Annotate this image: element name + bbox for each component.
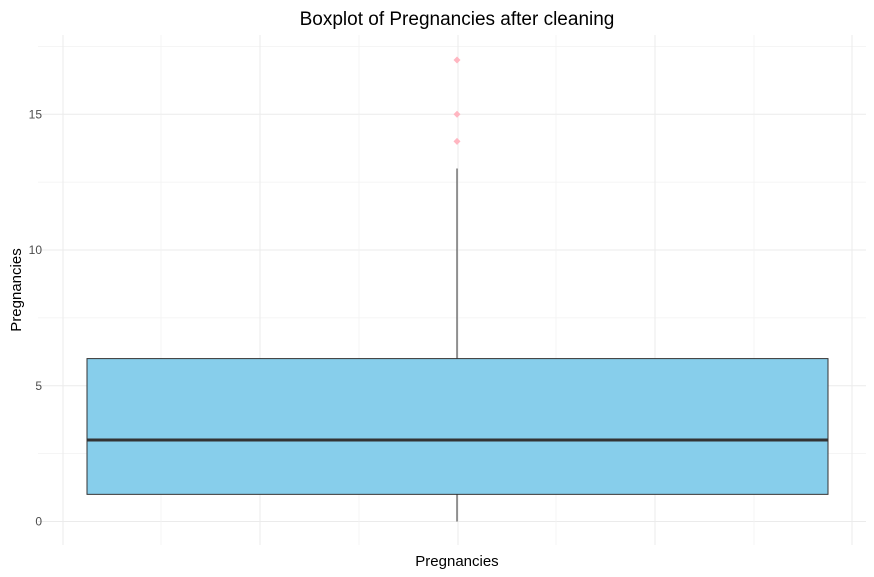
- y-tick-label: 10: [29, 243, 43, 257]
- y-axis-ticks: 0 5 10 15: [29, 107, 43, 528]
- x-axis-title: Pregnancies: [415, 553, 498, 570]
- outlier-point: [453, 137, 461, 145]
- y-tick-label: 5: [35, 379, 42, 393]
- y-tick-label: 15: [29, 107, 43, 121]
- outlier-point: [453, 56, 461, 64]
- y-axis-title: Pregnancies: [8, 248, 25, 331]
- y-tick-label: 0: [35, 515, 42, 529]
- boxplot-marks: [86, 56, 829, 522]
- interquartile-box: [86, 358, 829, 495]
- outlier-point: [453, 110, 461, 118]
- chart-title: Boxplot of Pregnancies after cleaning: [300, 9, 615, 30]
